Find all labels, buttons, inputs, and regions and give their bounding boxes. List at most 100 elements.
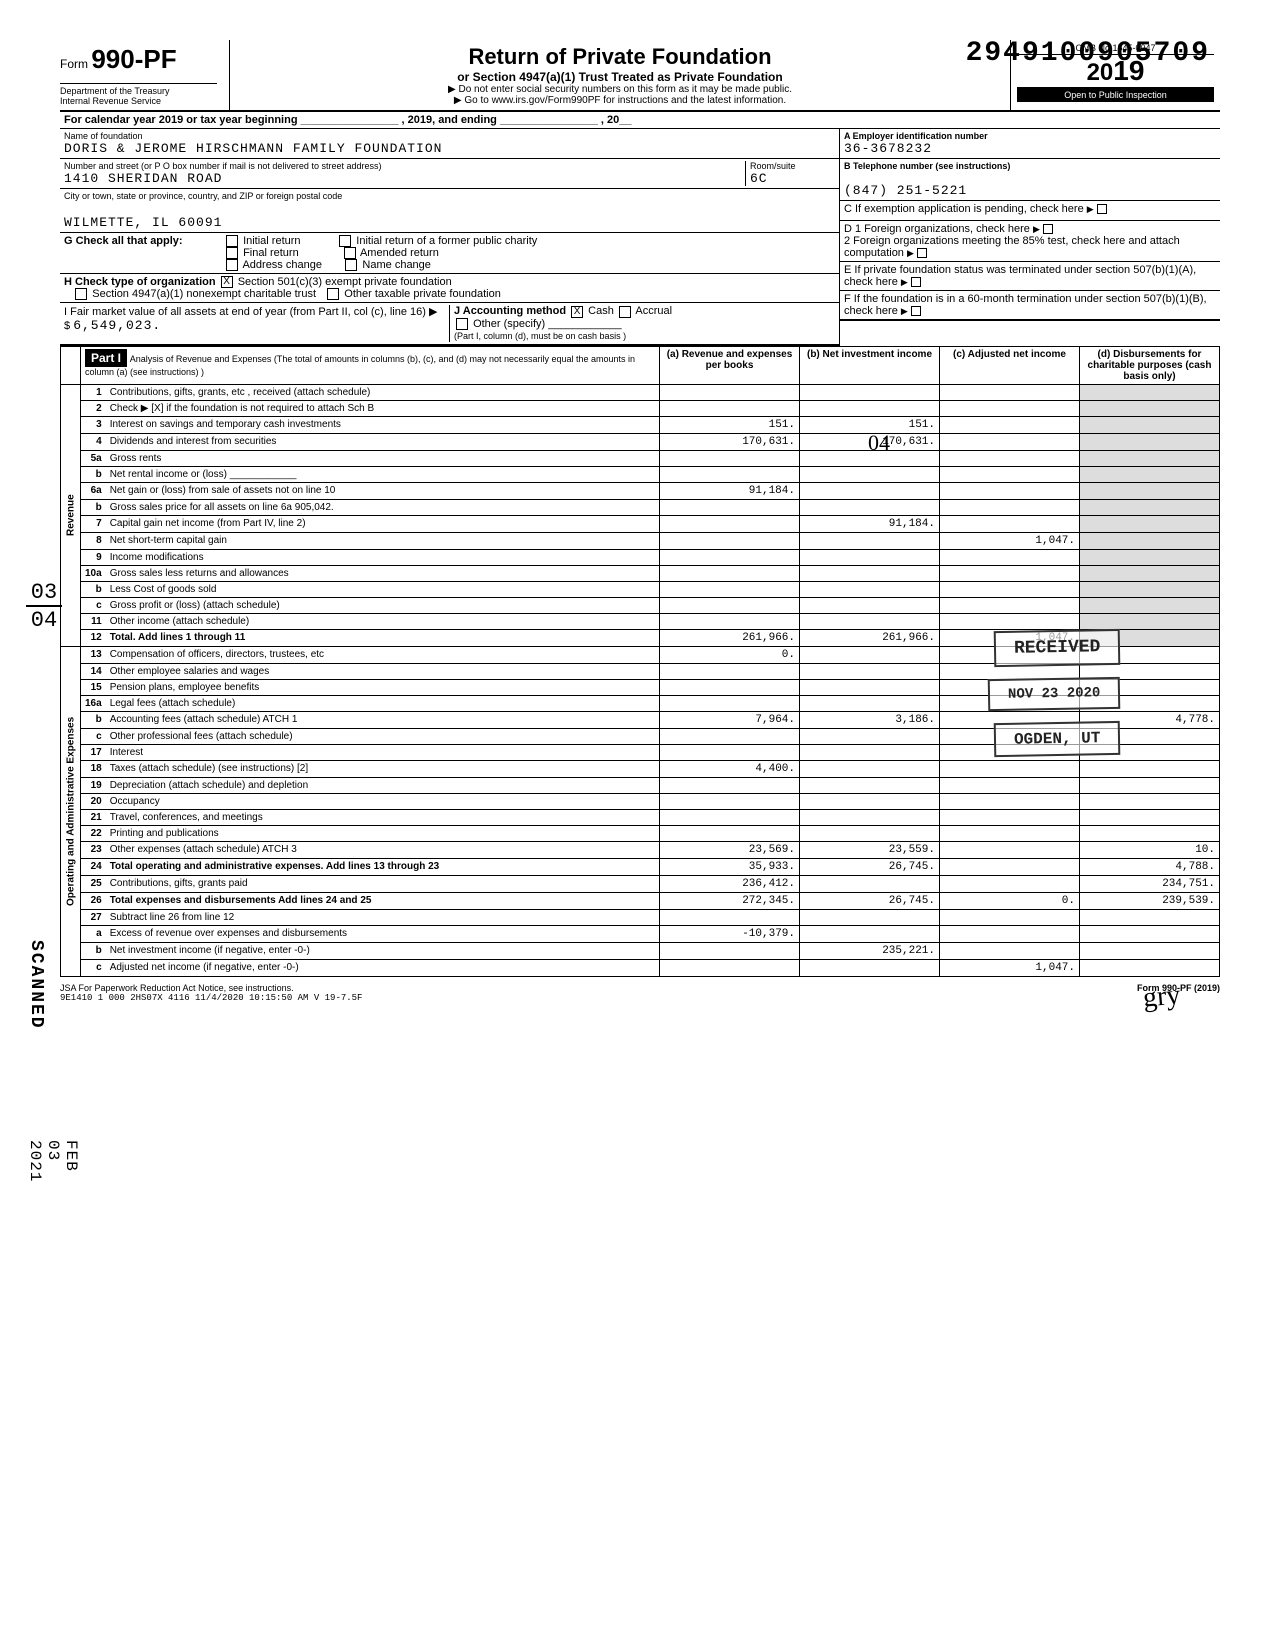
chk-final-return[interactable] <box>226 247 238 259</box>
col-c-val <box>940 450 1080 466</box>
line-number: 24 <box>81 858 106 875</box>
ein-value: 36-3678232 <box>844 141 1216 156</box>
chk-f[interactable] <box>911 306 921 316</box>
calendar-year-row: For calendar year 2019 or tax year begin… <box>60 112 1220 129</box>
table-row: b Net investment income (if negative, en… <box>61 942 1220 959</box>
col-b-val <box>800 793 940 809</box>
line-desc: Pension plans, employee benefits <box>106 679 660 695</box>
col-c-val <box>940 466 1080 482</box>
chk-initial-former[interactable] <box>339 235 351 247</box>
i-value: 6,549,023. <box>73 318 161 333</box>
ogden-stamp: OGDEN, UT <box>993 721 1120 757</box>
col-b-val <box>800 549 940 565</box>
col-d-val <box>1080 400 1220 416</box>
table-row: 27 Subtract line 26 from line 12 <box>61 909 1220 925</box>
col-d-val: 239,539. <box>1080 892 1220 909</box>
opt-initial-former: Initial return of a former public charit… <box>356 235 537 247</box>
footer-middle: 9E1410 1 000 2HS07X 4116 11/4/2020 10:15… <box>60 993 1220 1003</box>
line-desc: Gross sales price for all assets on line… <box>106 499 660 515</box>
chk-initial-return[interactable] <box>226 235 238 247</box>
col-a-val <box>660 777 800 793</box>
phone-value: (847) 251-5221 <box>844 183 1216 198</box>
line-desc: Contributions, gifts, grants, etc , rece… <box>106 384 660 400</box>
col-a-val <box>660 532 800 549</box>
received-stamp: RECEIVED <box>993 629 1120 667</box>
section-g: G Check all that apply: Initial return I… <box>60 233 839 274</box>
col-b-val <box>800 384 940 400</box>
col-a-val <box>660 909 800 925</box>
line-desc: Dividends and interest from securities <box>106 433 660 450</box>
col-b-val <box>800 597 940 613</box>
col-b-val: 261,966. <box>800 629 940 646</box>
chk-4947[interactable] <box>75 288 87 300</box>
signature: gry <box>1141 979 1181 1014</box>
table-row: 20 Occupancy <box>61 793 1220 809</box>
col-d-val: 4,788. <box>1080 858 1220 875</box>
col-a-val: 23,569. <box>660 841 800 858</box>
chk-addr-change[interactable] <box>226 259 238 271</box>
col-c-val: 0. <box>940 892 1080 909</box>
col-b-val <box>800 613 940 629</box>
line-number: 25 <box>81 875 106 892</box>
col-d-val <box>1080 549 1220 565</box>
ein-label: A Employer identification number <box>844 131 1216 141</box>
h-label: H Check type of organization <box>64 276 216 288</box>
d2-text: 2 Foreign organizations meeting the 85% … <box>844 235 1180 259</box>
col-a-val <box>660 549 800 565</box>
dept-treasury: Department of the Treasury <box>60 83 217 96</box>
addr-label: Number and street (or P O box number if … <box>64 161 745 171</box>
form-subtitle: or Section 4947(a)(1) Trust Treated as P… <box>238 70 1002 84</box>
c-text: C If exemption application is pending, c… <box>844 203 1084 215</box>
chk-cash[interactable]: X <box>571 306 583 318</box>
line-number: 4 <box>81 433 106 450</box>
box-d: D 1 Foreign organizations, check here ▶ … <box>840 221 1220 262</box>
line-desc: Legal fees (attach schedule) <box>106 695 660 711</box>
line-desc: Adjusted net income (if negative, enter … <box>106 959 660 976</box>
chk-other-method[interactable] <box>456 318 468 330</box>
form-link: ▶ Go to www.irs.gov/Form990PF for instru… <box>238 95 1002 106</box>
foundation-name-cell: Name of foundation DORIS & JEROME HIRSCH… <box>60 129 839 159</box>
table-row: 23 Other expenses (attach schedule) ATCH… <box>61 841 1220 858</box>
col-b-val <box>800 499 940 515</box>
col-b-val <box>800 466 940 482</box>
opt-final: Final return <box>243 247 299 259</box>
col-a-val: 236,412. <box>660 875 800 892</box>
col-a-val <box>660 809 800 825</box>
table-row: 10a Gross sales less returns and allowan… <box>61 565 1220 581</box>
name-label: Name of foundation <box>64 131 835 141</box>
line-number: 20 <box>81 793 106 809</box>
chk-501c3[interactable]: X <box>221 276 233 288</box>
chk-d2[interactable] <box>917 248 927 258</box>
table-row: 21 Travel, conferences, and meetings <box>61 809 1220 825</box>
table-row: b Less Cost of goods sold <box>61 581 1220 597</box>
scanned-stamp: SCANNED <box>26 940 46 1030</box>
line-desc: Net short-term capital gain <box>106 532 660 549</box>
chk-c[interactable] <box>1097 204 1107 214</box>
line-number: 23 <box>81 841 106 858</box>
col-c-val <box>940 925 1080 942</box>
city-cell: City or town, state or province, country… <box>60 189 839 233</box>
line-number: a <box>81 925 106 942</box>
line-desc: Contributions, gifts, grants paid <box>106 875 660 892</box>
col-a-val: 91,184. <box>660 482 800 499</box>
received-date-stamp: NOV 23 2020 <box>987 677 1120 711</box>
chk-other-taxable[interactable] <box>327 288 339 300</box>
chk-d1[interactable] <box>1043 224 1053 234</box>
chk-accrual[interactable] <box>619 306 631 318</box>
line-number: 22 <box>81 825 106 841</box>
col-a-val <box>660 499 800 515</box>
opt-other-tax: Other taxable private foundation <box>344 288 501 300</box>
chk-e[interactable] <box>911 277 921 287</box>
col-d-val <box>1080 777 1220 793</box>
col-a-val <box>660 825 800 841</box>
line-desc: Gross rents <box>106 450 660 466</box>
col-d-val <box>1080 909 1220 925</box>
handwritten-04: 04 <box>868 430 890 456</box>
opt-initial: Initial return <box>243 235 300 247</box>
g-label: G Check all that apply: <box>64 235 224 271</box>
col-b-val <box>800 646 940 663</box>
chk-name-change[interactable] <box>345 259 357 271</box>
table-row: 6a Net gain or (loss) from sale of asset… <box>61 482 1220 499</box>
line-desc: Other employee salaries and wages <box>106 663 660 679</box>
chk-amended[interactable] <box>344 247 356 259</box>
